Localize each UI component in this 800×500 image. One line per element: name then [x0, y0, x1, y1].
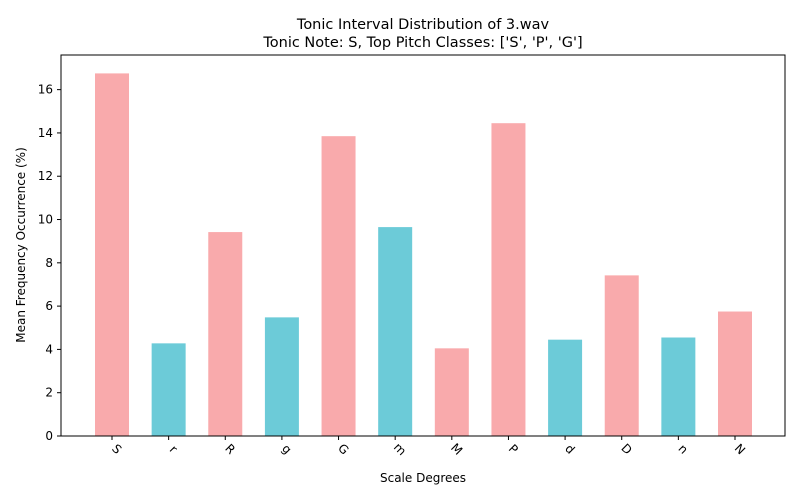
y-axis-label: Mean Frequency Occurrence (%) [14, 147, 28, 343]
y-ticks-group: 0 2 4 6 8 10 12 14 16 [38, 83, 61, 443]
bar-R [208, 232, 243, 436]
y-tick-label: 16 [38, 83, 53, 97]
x-tick-label-r: r [167, 442, 180, 455]
plot-frame [60, 54, 786, 437]
x-tick-label-R: R [222, 441, 238, 457]
x-tick-label-P: P [506, 442, 521, 457]
y-tick-label: 10 [38, 213, 53, 227]
bar-M [434, 348, 469, 436]
bar-n [661, 337, 696, 436]
chart-subtitle: Tonic Note: S, Top Pitch Classes: ['S', … [262, 35, 582, 51]
bar-P [491, 123, 526, 436]
bar-D [604, 275, 639, 436]
x-tick-label-g: g [279, 442, 294, 457]
bar-G [321, 136, 356, 436]
y-tick-label: 8 [45, 256, 53, 270]
y-tick-label: 14 [38, 126, 53, 140]
x-tick-label-M: M [448, 441, 465, 458]
bar-r [151, 343, 186, 436]
x-tick-label-n: n [676, 442, 691, 457]
y-tick-label: 0 [45, 429, 53, 443]
x-tick-label-G: G [335, 441, 351, 457]
y-tick-label: 4 [45, 342, 53, 356]
x-axis-label: Scale Degrees [380, 471, 466, 485]
y-tick-label: 12 [38, 169, 53, 183]
x-tick-label-S: S [109, 442, 124, 457]
x-tick-label-N: N [732, 441, 748, 457]
bar-g [264, 317, 299, 436]
y-tick-label: 2 [45, 386, 53, 400]
chart-title: Tonic Interval Distribution of 3.wav [296, 17, 550, 33]
bar-m [378, 227, 413, 436]
bar-S [95, 73, 129, 437]
bar-N [718, 311, 752, 436]
bars-group [95, 73, 752, 437]
bar-d [548, 339, 583, 436]
x-tick-label-m: m [391, 440, 409, 458]
y-tick-label: 6 [45, 299, 53, 313]
x-tick-label-d: d [562, 442, 577, 457]
x-tick-label-D: D [618, 441, 634, 457]
